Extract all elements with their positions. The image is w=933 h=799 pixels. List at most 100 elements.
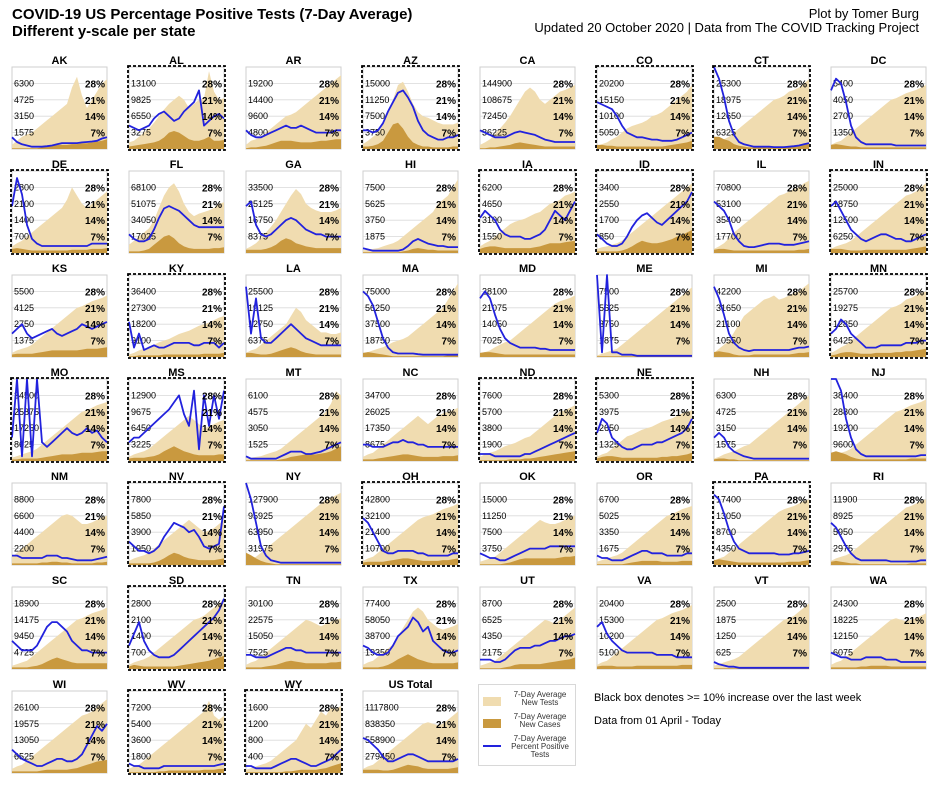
pct-tick-label: 14% [85, 112, 105, 123]
state-panel-ny: NY 31975 63950 95925 127900 7% 14% 21% 28% [245, 471, 342, 566]
increase-box [127, 689, 226, 775]
increase-box [595, 377, 694, 463]
pct-tick-label: 28% [85, 703, 105, 714]
y-tick-label: 31975 [248, 544, 273, 554]
tests-area [480, 405, 575, 461]
state-label: DE [52, 159, 67, 171]
y-tick-label: 5400 [131, 719, 151, 729]
legend-label-tests: 7-Day Average New Tests [513, 690, 567, 707]
increase-box [361, 481, 460, 567]
state-label: WA [870, 575, 888, 587]
increase-box [127, 65, 226, 151]
increase-box [712, 65, 811, 151]
state-panel-sd: SD 700 1400 2100 2800 7% 14% 21% 28% [127, 575, 226, 671]
y-tick-label: 1525 [248, 440, 268, 450]
pct-positive-line [596, 274, 692, 357]
y-tick-label: 7525 [248, 648, 268, 658]
pct-tick-label: 14% [670, 632, 690, 643]
pct-tick-label: 14% [319, 424, 339, 435]
pct-tick-label: 14% [904, 528, 924, 539]
state-panel-nv: NV 1950 3900 5850 7800 7% 14% 21% 28% [127, 471, 226, 567]
y-tick-label: 5850 [131, 511, 151, 521]
pct-tick-label: 7% [442, 649, 457, 660]
pct-tick-label: 28% [202, 183, 222, 194]
pct-tick-label: 21% [202, 96, 222, 107]
y-tick-label: 9825 [131, 95, 151, 105]
pct-tick-label: 14% [436, 632, 456, 643]
y-tick-label: 6200 [482, 182, 502, 192]
y-tick-label: 6550 [131, 111, 151, 121]
y-tick-label: 13050 [716, 511, 741, 521]
pct-tick-label: 28% [553, 79, 573, 90]
pct-tick-label: 28% [436, 183, 456, 194]
state-label: AZ [403, 55, 418, 67]
tests-area [246, 189, 341, 253]
y-tick-label: 9675 [131, 407, 151, 417]
y-tick-label: 6300 [14, 78, 34, 88]
cases-area [246, 763, 341, 773]
state-label: CA [520, 55, 536, 67]
y-tick-label: 16750 [248, 215, 273, 225]
state-label: MO [51, 367, 69, 379]
y-tick-label: 625 [716, 648, 731, 658]
pct-tick-label: 28% [85, 495, 105, 506]
pct-tick-label: 14% [436, 736, 456, 747]
pct-tick-label: 14% [787, 216, 807, 227]
tests-area [363, 283, 458, 357]
pct-tick-label: 28% [904, 391, 924, 402]
pct-tick-label: 21% [670, 96, 690, 107]
pct-tick-label: 7% [676, 649, 691, 660]
state-panel-nc: NC 8675 17350 26025 34700 7% 14% 21% 28% [362, 367, 459, 462]
state-panel-hi: HI 1875 3750 5625 7500 7% 14% 21% 28% [362, 159, 459, 254]
cases-area [12, 347, 107, 357]
y-tick-label: 14175 [14, 615, 39, 625]
y-tick-label: 838350 [365, 719, 395, 729]
cases-area [480, 451, 575, 461]
cases-area [246, 446, 341, 461]
state-label: AL [169, 55, 184, 67]
y-tick-label: 10200 [599, 631, 624, 641]
pct-tick-label: 14% [904, 320, 924, 331]
legend-swatch-pct [483, 745, 501, 747]
state-panel-wi: WI 6525 13050 19575 26100 7% 14% 21% 28% [11, 679, 108, 774]
state-panel-sc: SC 4725 9450 14175 18900 7% 14% 21% 28% [11, 575, 108, 670]
state-panel-dc: DC 1350 2700 4050 5400 7% 14% 21% 28% [830, 55, 927, 150]
tests-area [129, 519, 224, 565]
pct-tick-label: 28% [787, 287, 807, 298]
y-tick-label: 27300 [131, 303, 156, 313]
pct-tick-label: 21% [787, 96, 807, 107]
tests-area [597, 506, 692, 565]
y-tick-label: 6700 [599, 494, 619, 504]
y-tick-label: 5500 [14, 286, 34, 296]
y-tick-label: 1800 [131, 752, 151, 762]
pct-positive-line [596, 101, 693, 142]
pct-tick-label: 28% [436, 495, 456, 506]
pct-positive-line [479, 290, 575, 351]
y-tick-label: 3800 [482, 423, 502, 433]
state-panel-al: AL 3275 6550 9825 13100 7% 14% 21% 28% [127, 55, 226, 151]
pct-tick-label: 14% [319, 736, 339, 747]
y-tick-label: 1875 [599, 336, 619, 346]
state-panel-ca: CA 36225 72450 108675 144900 7% 14% 21% 28% [479, 55, 576, 150]
pct-tick-label: 14% [319, 216, 339, 227]
y-tick-label: 3050 [248, 423, 268, 433]
y-tick-label: 15000 [365, 78, 390, 88]
state-panel-wv: WV 1800 3600 5400 7200 7% 14% 21% 28% [127, 679, 226, 775]
pct-positive-line [831, 378, 926, 458]
pct-tick-label: 28% [553, 599, 573, 610]
pct-tick-label: 7% [91, 337, 106, 348]
cases-area [12, 139, 107, 149]
tests-area [129, 183, 224, 253]
y-tick-label: 3400 [599, 182, 619, 192]
pct-tick-label: 14% [904, 632, 924, 643]
tests-area [363, 81, 458, 149]
tests-area [246, 492, 341, 565]
y-tick-label: 3750 [482, 544, 502, 554]
y-tick-label: 3225 [131, 440, 151, 450]
pct-tick-label: 21% [319, 616, 339, 627]
y-tick-label: 4725 [14, 648, 34, 658]
pct-tick-label: 28% [553, 495, 573, 506]
cases-area [480, 240, 575, 253]
note-date-range: Data from 01 April - Today [594, 715, 721, 727]
